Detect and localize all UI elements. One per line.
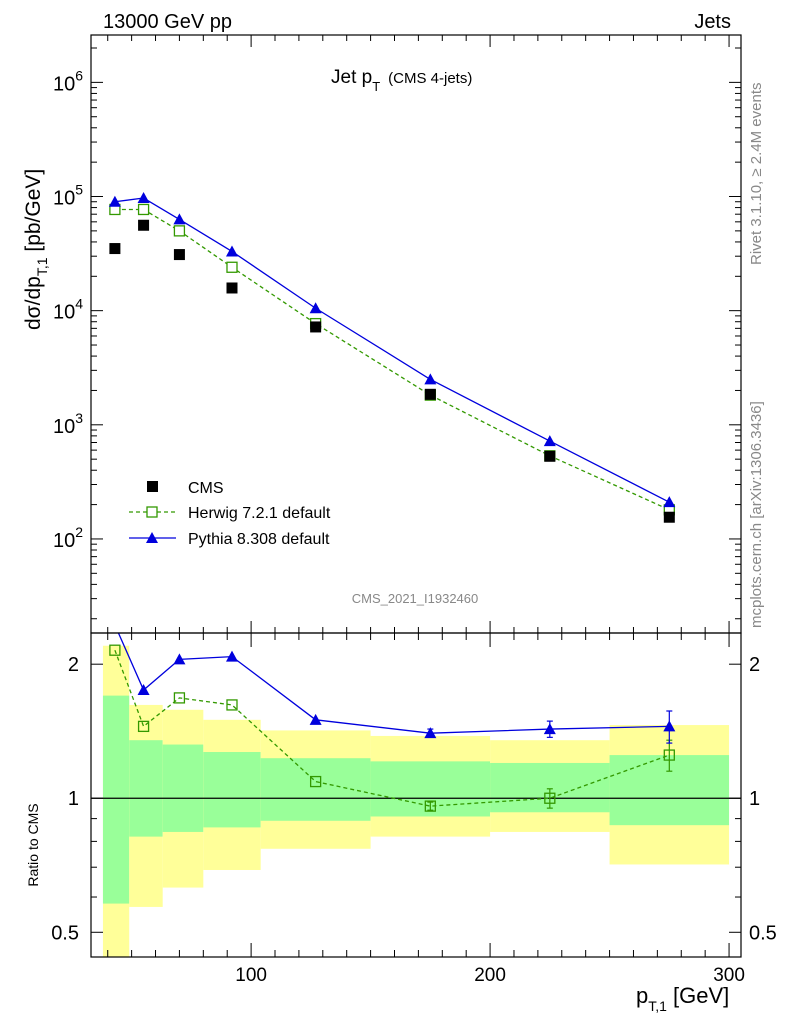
main-pythia-point <box>108 195 121 207</box>
ratio-ytick-label-left: 1 <box>68 788 79 810</box>
main-herwig-point <box>137 203 150 216</box>
ratio-herwig-point <box>173 692 186 704</box>
main-ytick-base: 10 <box>53 302 75 324</box>
ratio-ytick-label-right: 1 <box>749 788 760 810</box>
legend: CMS Herwig 7.2.1 default Pythia 8.308 de… <box>129 480 331 548</box>
legend-pythia-label: Pythia 8.308 default <box>188 531 330 548</box>
main-cms-point <box>544 450 556 462</box>
main-ytick-label: 103 <box>53 410 83 438</box>
main-cms-point <box>109 243 121 255</box>
ratio-ytick-label-left: 0.5 <box>51 922 79 944</box>
main-ytick-exp: 6 <box>75 67 83 83</box>
main-ytick-label: 106 <box>53 67 83 95</box>
ratio-xlabel: pT,1 [GeV] <box>636 983 729 1014</box>
plot-title: Jet pT (CMS 4-jets) <box>331 67 472 94</box>
ratio-herwig-point <box>663 749 675 761</box>
ratio-ytick-label-right: 2 <box>749 654 760 676</box>
ratio-ytick-label-left: 2 <box>68 654 79 676</box>
main-herwig-point <box>173 225 186 237</box>
main-cms-point <box>226 282 238 294</box>
ratio-xtick-label: 100 <box>235 965 267 986</box>
ratio-band-inner <box>129 740 163 837</box>
main-ytick-base: 10 <box>53 416 75 438</box>
main-cms-point <box>173 249 185 261</box>
ratio-band-inner <box>203 752 261 828</box>
main-pythia-point <box>173 213 186 225</box>
main-pythia-point <box>543 435 556 447</box>
ratio-ytick-label-right: 0.5 <box>749 922 777 944</box>
main-ytick-exp: 3 <box>75 410 83 426</box>
ratio-herwig-point <box>424 800 436 812</box>
ratio-xlabel-sub: T,1 <box>648 998 667 1014</box>
legend-cms-label: CMS <box>188 480 224 497</box>
ratio-pythia-point <box>173 653 186 665</box>
main-pythia-point <box>137 192 150 204</box>
analysis-watermark: CMS_2021_I1932460 <box>352 591 479 606</box>
header-right: Jets <box>694 11 731 33</box>
ratio-pythia-point <box>309 713 322 725</box>
ratio-xtick-label: 200 <box>474 965 506 986</box>
rivet-label: Rivet 3.1.10, ≥ 2.4M events <box>748 83 765 266</box>
main-pythia-line <box>114 197 670 503</box>
main-pythia-point <box>225 245 238 257</box>
main-cms-point <box>424 388 436 400</box>
main-ytick-base: 10 <box>53 188 75 210</box>
ratio-band-inner <box>162 744 204 832</box>
main-cms-point <box>138 219 150 231</box>
main-pythia-point <box>309 302 322 314</box>
ratio-xlabel-a: p <box>636 983 648 1008</box>
legend-pythia-marker <box>146 532 158 543</box>
main-ytick-exp: 5 <box>75 182 83 198</box>
main-herwig-line <box>114 208 670 511</box>
ratio-plot: 0.5 0.5 1 1 2 2 100 200 300 <box>51 619 777 986</box>
ratio-pythia-point <box>663 720 676 732</box>
ratio-pythia-point <box>137 684 150 696</box>
main-cms-point <box>310 321 322 333</box>
main-ylabel: dσ/dpT,1 [pb/GeV] <box>22 169 50 330</box>
mcplots-label: mcplots.cern.ch [arXiv:1306.3436] <box>748 401 765 628</box>
ratio-herwig-point <box>109 644 121 656</box>
main-ytick-base: 10 <box>53 73 75 95</box>
legend-cms-marker <box>147 481 158 492</box>
legend-herwig-label: Herwig 7.2.1 default <box>188 505 331 522</box>
plot-title-note: (CMS 4-jets) <box>388 70 472 87</box>
header-left: 13000 GeV pp <box>103 11 232 33</box>
ratio-herwig-point <box>544 792 556 804</box>
main-ytick-label: 104 <box>53 296 83 324</box>
main-ylabel-a: dσ/dp <box>22 276 45 330</box>
main-pythia-point <box>663 496 676 508</box>
ratio-xlabel-b: [GeV] <box>667 983 729 1008</box>
ratio-xtick-label: 300 <box>713 965 745 986</box>
plot-title-main: Jet p <box>331 67 372 88</box>
ratio-pythia-point <box>109 619 121 630</box>
ratio-pythia-line <box>117 633 670 734</box>
ratio-band-inner <box>102 695 130 904</box>
ratio-pythia-point <box>424 727 437 739</box>
ratio-pythia-point <box>225 650 238 662</box>
ratio-herwig-point <box>137 720 150 733</box>
main-cms-point <box>663 511 675 523</box>
main-ytick-base: 10 <box>53 530 75 552</box>
ratio-herwig-point <box>226 699 238 711</box>
main-pythia-point <box>424 373 437 385</box>
main-ytick-label: 105 <box>53 182 83 210</box>
main-ylabel-b: [pb/GeV] <box>22 169 45 258</box>
main-ytick-exp: 4 <box>75 296 83 312</box>
ratio-ylabel: Ratio to CMS <box>25 803 41 886</box>
ratio-series <box>109 619 676 812</box>
ratio-frame <box>90 632 742 958</box>
main-ytick-exp: 2 <box>75 524 83 540</box>
ratio-herwig-point <box>309 775 322 788</box>
main-ylabel-sub: T,1 <box>34 257 50 276</box>
ratio-pythia-point <box>543 723 556 735</box>
plot-title-sub: T <box>372 79 380 94</box>
main-herwig-point <box>226 261 238 273</box>
main-ytick-label: 102 <box>53 524 83 552</box>
legend-herwig-marker <box>146 506 158 518</box>
